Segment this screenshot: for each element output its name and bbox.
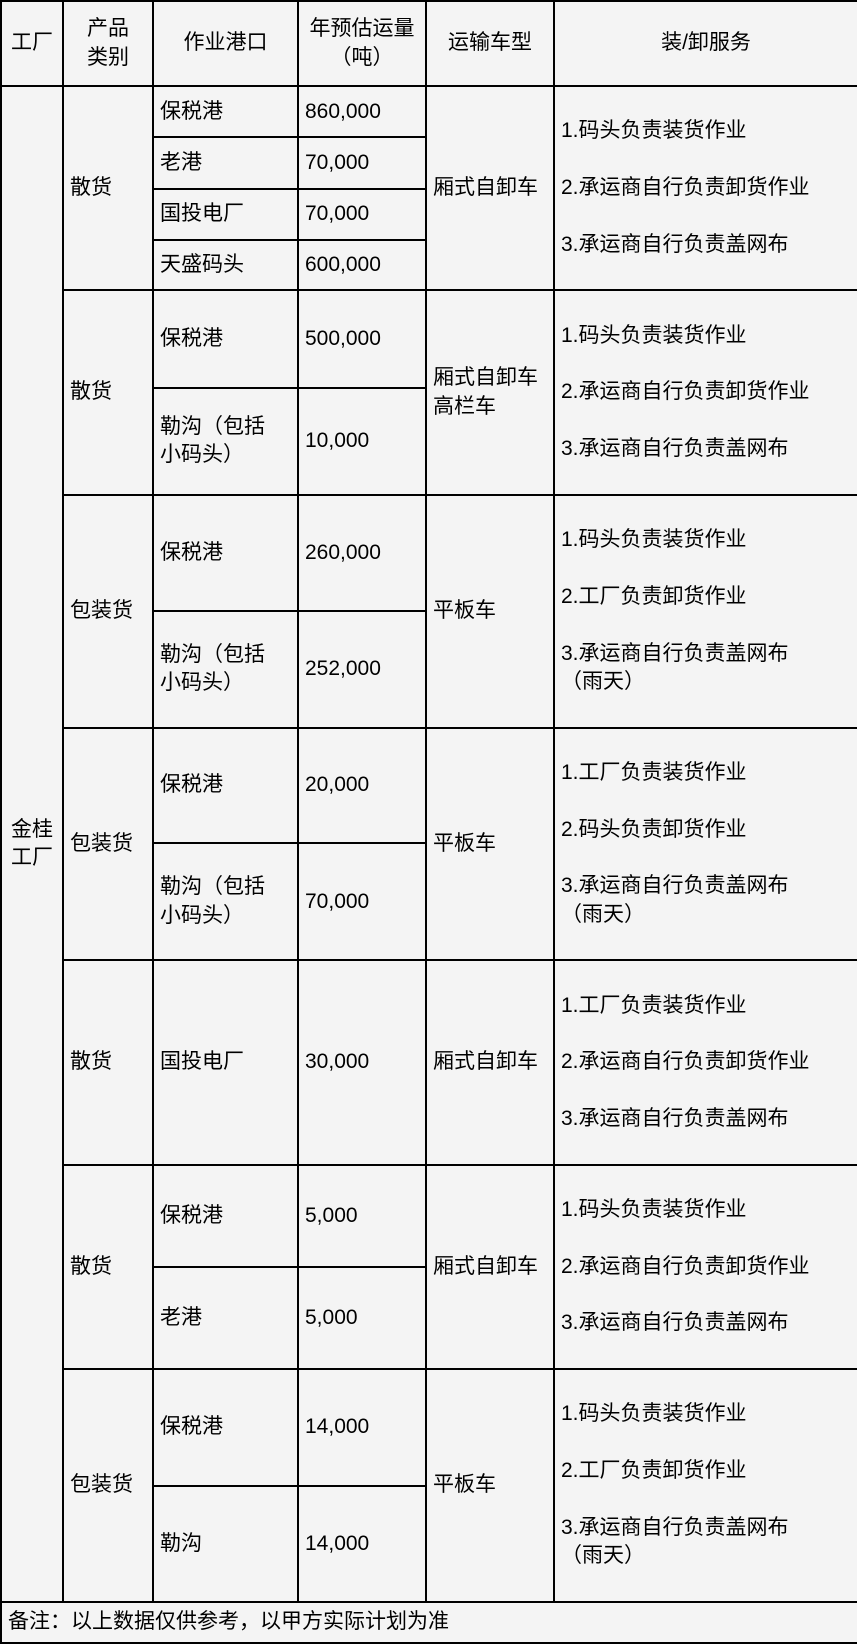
category-cell: 包装货 xyxy=(62,726,154,962)
volume-cell: 70,000 xyxy=(297,136,427,190)
port-cell: 保税港 xyxy=(152,726,299,845)
vehicle-cell: 平板车 xyxy=(425,1368,555,1603)
service-line: 2.承运商自行负责卸货作业 xyxy=(561,1254,810,1278)
port-cell: 天盛码头 xyxy=(152,239,299,292)
category-cell: 散货 xyxy=(62,1163,154,1371)
table-row: 散货 国投电厂 30,000 厢式自卸车 1.工厂负责装货作业 2.承运商自行负… xyxy=(1,959,857,1166)
service-line: 2.承运商自行负责卸货作业 xyxy=(561,1050,810,1074)
volume-cell: 30,000 xyxy=(297,959,427,1166)
header-vehicle: 运输车型 xyxy=(425,0,555,87)
service-line: 1.工厂负责装货作业 xyxy=(561,760,747,784)
volume-cell: 10,000 xyxy=(297,386,427,496)
port-cell: 勒沟（包括 小码头） xyxy=(152,386,299,496)
service-line: 3.承运商自行负责盖网布 xyxy=(561,437,789,461)
service-line: 1.工厂负责装货作业 xyxy=(561,993,747,1017)
service-line: 1.码头负责装货作业 xyxy=(561,1402,747,1426)
category-cell: 散货 xyxy=(62,84,154,292)
factory-cell: 金桂 工厂 xyxy=(0,85,64,1603)
note-cell: 备注：以上数据仅供参考，以甲方实际计划为准 xyxy=(0,1600,857,1644)
service-line: 2.工厂负责卸货作业 xyxy=(561,1459,747,1483)
service-line: 1.码头负责装货作业 xyxy=(561,119,747,143)
note-row: 备注：以上数据仅供参考，以甲方实际计划为准 xyxy=(0,1600,857,1644)
services-cell: 1.码头负责装货作业 2.承运商自行负责卸货作业 3.承运商自行负责盖网布 xyxy=(553,1163,857,1371)
port-cell: 勒沟（包括 小码头） xyxy=(152,842,299,962)
table-row: 散货 保税港 500,000 厢式自卸车 高栏车 1.码头负责装货作业 2.承运… xyxy=(1,289,857,496)
table-row: 散货 保税港 5,000 厢式自卸车 1.码头负责装货作业 2.承运商自行负责卸… xyxy=(1,1163,857,1371)
port-cell: 国投电厂 xyxy=(152,959,299,1166)
volume-cell: 70,000 xyxy=(297,842,427,962)
service-line: 3.承运商自行负责盖网布 （雨天） xyxy=(561,874,789,926)
port-cell: 勒沟（包括 小码头） xyxy=(152,610,299,729)
services-cell: 1.码头负责装货作业 2.工厂负责卸货作业 3.承运商自行负责盖网布 （雨天） xyxy=(553,493,857,729)
header-category: 产品 类别 xyxy=(62,0,154,87)
port-cell: 保税港 xyxy=(152,493,299,613)
port-cell: 保税港 xyxy=(152,1163,299,1268)
services-cell: 1.工厂负责装货作业 2.码头负责卸货作业 3.承运商自行负责盖网布 （雨天） xyxy=(553,726,857,962)
header-row: 工厂 产品 类别 作业港口 年预估运量 （吨） 运输车型 装/卸服务 xyxy=(0,0,857,87)
vehicle-cell: 厢式自卸车 xyxy=(425,959,555,1166)
category-cell: 包装货 xyxy=(62,1368,154,1603)
volume-cell: 500,000 xyxy=(297,289,427,389)
service-line: 3.承运商自行负责盖网布 xyxy=(561,1311,789,1335)
header-services: 装/卸服务 xyxy=(553,0,857,87)
table-row: 老港 70,000 xyxy=(1,136,857,190)
port-cell: 国投电厂 xyxy=(152,187,299,242)
vehicle-cell: 平板车 xyxy=(425,493,555,729)
service-line: 3.承运商自行负责盖网布 （雨天） xyxy=(561,641,789,693)
vehicle-cell: 平板车 xyxy=(425,726,555,962)
port-cell: 勒沟 xyxy=(152,1484,299,1603)
service-line: 2.码头负责卸货作业 xyxy=(561,817,747,841)
table-row: 包装货 保税港 20,000 平板车 1.工厂负责装货作业 2.码头负责卸货作业… xyxy=(1,726,857,962)
category-cell: 包装货 xyxy=(62,493,154,729)
port-cell: 老港 xyxy=(152,136,299,190)
category-cell: 散货 xyxy=(62,959,154,1166)
service-line: 1.码头负责装货作业 xyxy=(561,1198,747,1222)
port-cell: 保税港 xyxy=(152,84,299,139)
vehicle-cell: 厢式自卸车 xyxy=(425,1163,555,1371)
service-line: 1.码头负责装货作业 xyxy=(561,528,747,552)
header-volume: 年预估运量 （吨） xyxy=(297,0,427,87)
volume-cell: 14,000 xyxy=(297,1484,427,1603)
table-row: 金桂 工厂 散货 保税港 860,000 厢式自卸车 1.码头负责装货作业 2.… xyxy=(0,84,857,1603)
volume-cell: 70,000 xyxy=(297,187,427,242)
header-factory: 工厂 xyxy=(0,0,64,87)
table-row: 国投电厂 70,000 xyxy=(1,187,857,242)
services-cell: 1.码头负责装货作业 2.工厂负责卸货作业 3.承运商自行负责盖网布 （雨天） xyxy=(553,1368,857,1603)
service-line: 3.承运商自行负责盖网布 xyxy=(561,1107,789,1131)
port-cell: 保税港 xyxy=(152,1368,299,1487)
volume-cell: 860,000 xyxy=(297,84,427,139)
service-line: 3.承运商自行负责盖网布 （雨天） xyxy=(561,1515,789,1568)
table-row: 勒沟（包括 小码头） 70,000 xyxy=(1,842,857,962)
port-cell: 保税港 xyxy=(152,289,299,389)
service-line: 2.承运商自行负责卸货作业 xyxy=(561,176,810,200)
table-row: 包装货 保税港 260,000 平板车 1.码头负责装货作业 2.工厂负责卸货作… xyxy=(1,493,857,729)
volume-cell: 5,000 xyxy=(297,1265,427,1371)
service-line: 2.工厂负责卸货作业 xyxy=(561,584,747,608)
service-line: 1.码头负责装货作业 xyxy=(561,323,747,347)
table-row: 包装货 保税港 14,000 平板车 1.码头负责装货作业 2.工厂负责卸货作业… xyxy=(1,1368,857,1603)
vehicle-cell: 厢式自卸车 xyxy=(425,84,555,292)
volume-cell: 252,000 xyxy=(297,610,427,729)
services-cell: 1.工厂负责装货作业 2.承运商自行负责卸货作业 3.承运商自行负责盖网布 xyxy=(553,959,857,1166)
volume-cell: 5,000 xyxy=(297,1163,427,1268)
volume-cell: 260,000 xyxy=(297,493,427,613)
volume-cell: 600,000 xyxy=(297,239,427,292)
vehicle-cell: 厢式自卸车 高栏车 xyxy=(425,289,555,496)
service-line: 3.承运商自行负责盖网布 xyxy=(561,232,789,256)
services-cell: 1.码头负责装货作业 2.承运商自行负责卸货作业 3.承运商自行负责盖网布 xyxy=(553,84,857,292)
volume-cell: 14,000 xyxy=(297,1368,427,1487)
volume-cell: 20,000 xyxy=(297,726,427,845)
table-row: 勒沟（包括 小码头） 10,000 xyxy=(1,386,857,496)
category-cell: 散货 xyxy=(62,289,154,496)
service-line: 2.承运商自行负责卸货作业 xyxy=(561,380,810,404)
table-row: 勒沟（包括 小码头） 252,000 xyxy=(1,610,857,729)
services-cell: 1.码头负责装货作业 2.承运商自行负责卸货作业 3.承运商自行负责盖网布 xyxy=(553,289,857,496)
header-port: 作业港口 xyxy=(152,0,299,87)
table-row: 天盛码头 600,000 xyxy=(1,239,857,292)
port-cell: 老港 xyxy=(152,1265,299,1371)
